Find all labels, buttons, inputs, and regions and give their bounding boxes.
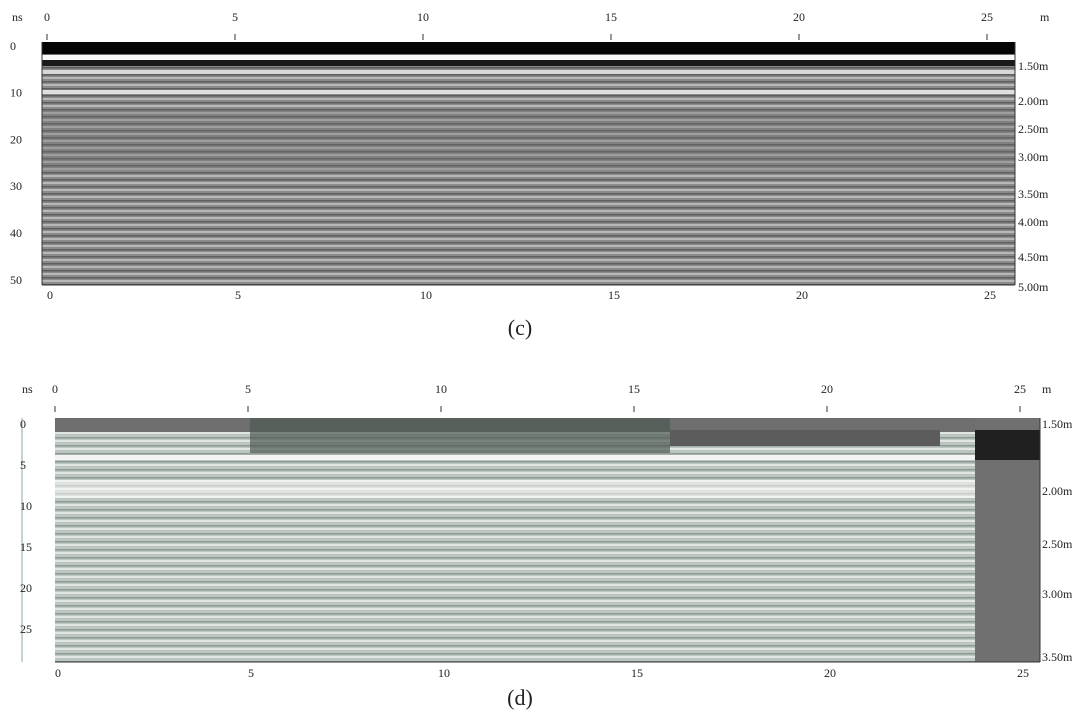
depth-label: 1.50m [1042,417,1073,431]
depth-label: 5.00m [1018,280,1049,294]
radargram-d [21,418,1041,663]
x-tick-label: 15 [628,382,640,396]
x-unit: m [1040,10,1050,24]
depth-label: 3.00m [1018,150,1049,164]
y-tick-label: 0 [20,417,26,431]
x-tick-label: 10 [438,666,450,680]
x-tick-label: 5 [245,382,251,396]
y-unit: ns [22,382,33,396]
x-tick-label: 20 [821,382,833,396]
x-tick-label: 5 [235,288,241,302]
x-tick-label: 5 [248,666,254,680]
depth-label: 2.50m [1042,537,1073,551]
y-tick-label: 40 [10,226,22,240]
depth-label: 1.50m [1018,59,1049,73]
y-tick-label: 20 [10,132,22,146]
x-tick-label: 25 [981,10,993,24]
x-tick-label: 10 [420,288,432,302]
y-tick-label: 50 [10,273,22,287]
x-tick-label: 25 [1014,382,1026,396]
x-tick-label: 15 [605,10,617,24]
x-tick-label: 25 [1017,666,1029,680]
y-tick-label: 0 [10,39,16,53]
x-tick-label: 0 [44,10,50,24]
depth-label: 3.00m [1042,587,1073,601]
x-unit: m [1042,382,1052,396]
y-tick-label: 25 [20,622,32,636]
depth-label: 4.50m [1018,250,1049,264]
depth-label: 3.50m [1018,187,1049,201]
y-tick-label: 30 [10,179,22,193]
depth-label: 4.00m [1018,215,1049,229]
x-tick-label: 0 [52,382,58,396]
y-tick-label: 10 [10,86,22,100]
x-tick-label: 10 [435,382,447,396]
figure-caption: (c) [508,315,532,340]
y-tick-label: 5 [20,458,26,472]
y-tick-label: 15 [20,540,32,554]
x-tick-label: 20 [824,666,836,680]
x-tick-label: 25 [984,288,996,302]
y-unit: ns [12,10,23,24]
x-tick-label: 5 [232,10,238,24]
x-tick-label: 15 [631,666,643,680]
x-tick-label: 15 [608,288,620,302]
y-tick-label: 20 [20,581,32,595]
x-tick-label: 10 [417,10,429,24]
depth-label: 3.50m [1042,650,1073,664]
radargram-c [41,42,1016,286]
depth-label: 2.00m [1042,484,1073,498]
figure-caption: (d) [507,685,533,710]
x-tick-label: 20 [796,288,808,302]
y-tick-label: 10 [20,499,32,513]
x-tick-label: 20 [793,10,805,24]
x-tick-label: 0 [47,288,53,302]
depth-label: 2.50m [1018,122,1049,136]
x-tick-label: 0 [55,666,61,680]
depth-label: 2.00m [1018,94,1049,108]
